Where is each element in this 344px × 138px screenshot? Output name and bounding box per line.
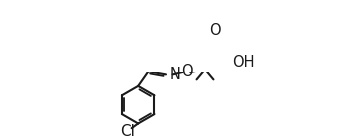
- Text: O: O: [209, 23, 221, 38]
- Text: OH: OH: [232, 55, 255, 70]
- Text: O: O: [181, 64, 192, 79]
- Text: N: N: [170, 67, 181, 82]
- Text: Cl: Cl: [120, 124, 135, 138]
